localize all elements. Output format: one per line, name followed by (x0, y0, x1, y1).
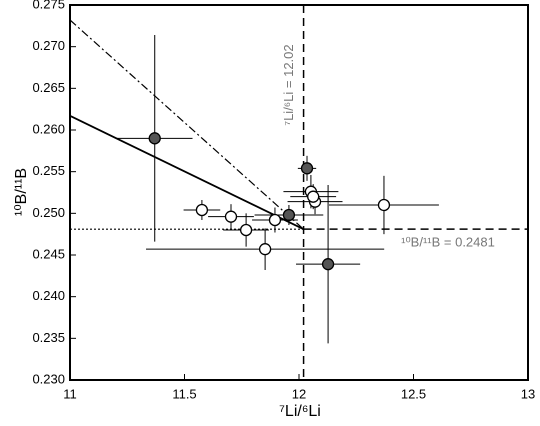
point (377, 198, 391, 212)
point (300, 162, 314, 175)
y-axis-label: ¹⁰B/¹¹B (13, 168, 30, 216)
y-tick-label: 0.265 (32, 80, 65, 95)
point (282, 208, 296, 222)
y-tick-label: 0.270 (32, 38, 65, 53)
point (224, 210, 238, 223)
point (321, 258, 335, 271)
y-tick-label: 0.240 (32, 288, 65, 303)
y-tick-label: 0.255 (32, 163, 65, 178)
y-tick-label: 0.250 (32, 205, 65, 220)
x-tick-label: 11.5 (172, 386, 196, 401)
fit-line (69, 19, 304, 230)
reference-label: ⁷Li/⁶Li = 12.02 (281, 44, 296, 125)
point (268, 213, 282, 227)
y-tick-label: 0.245 (32, 246, 65, 261)
x-tick-label: 12 (292, 386, 306, 401)
fit-line (69, 115, 304, 230)
y-tick-label: 0.235 (32, 330, 65, 345)
y-tick-label: 0.230 (32, 371, 65, 386)
x-axis-label: ⁷Li/⁶Li (279, 403, 321, 420)
point (258, 243, 272, 256)
point (148, 132, 161, 145)
x-tick-label: 12.5 (401, 386, 426, 401)
reference-label: ¹⁰B/¹¹B = 0.2481 (401, 235, 495, 250)
point (307, 190, 320, 203)
y-tick-label: 0.275 (32, 0, 65, 11)
point (195, 203, 209, 217)
y-tick-label: 0.260 (32, 121, 65, 136)
plot-frame (69, 4, 529, 381)
x-tick-label: 11 (63, 386, 77, 401)
x-tick-label: 13 (521, 386, 535, 401)
point (239, 223, 253, 237)
